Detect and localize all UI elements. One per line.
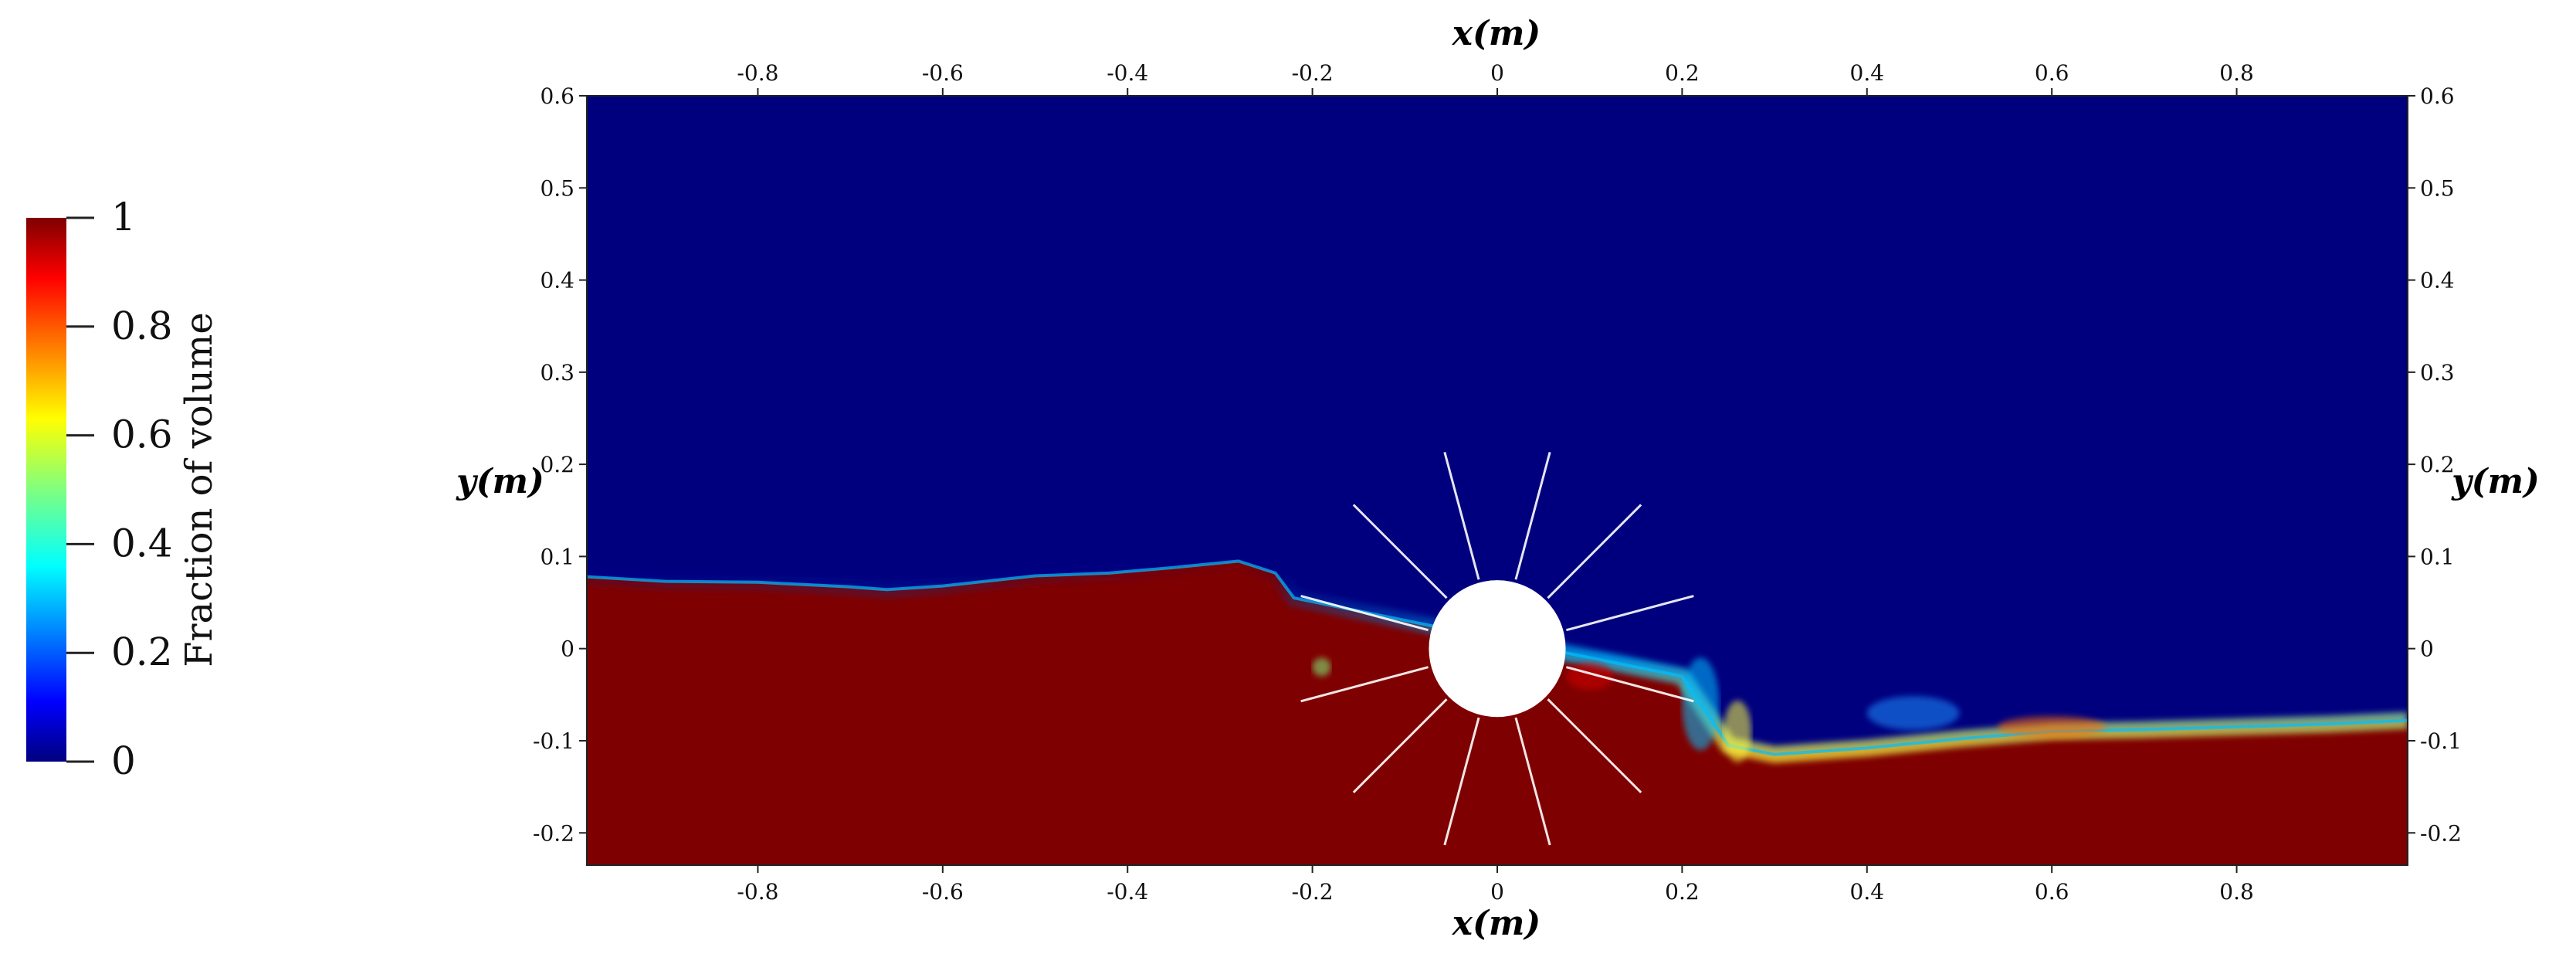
colorbar: 0 0.2 0.4 0.6 0.8 1 Fraction of volume bbox=[26, 195, 221, 783]
colorbar-tick-label: 0.8 bbox=[111, 304, 173, 348]
y-axis-title-right: y(m) bbox=[2451, 462, 2540, 501]
overset-spoke bbox=[1547, 504, 1642, 599]
y-tick-label: 0.4 bbox=[2420, 268, 2455, 294]
y-tick-label: 0 bbox=[2420, 636, 2434, 662]
overset-spoke bbox=[1566, 595, 1694, 632]
colorbar-tick-label: 1 bbox=[111, 195, 136, 239]
wake-blob bbox=[1998, 716, 2107, 738]
overset-grid-boundary bbox=[1300, 451, 1694, 846]
wake-blob bbox=[1312, 657, 1331, 677]
x-tick-label: 0 bbox=[1490, 879, 1504, 905]
x-tick-label: 0 bbox=[1490, 60, 1504, 86]
x-axis-title-top: x(m) bbox=[1452, 14, 1541, 53]
x-axis-top: -0.8 -0.6 -0.4 -0.2 0 0.2 0.4 0.6 0.8 bbox=[737, 60, 2254, 96]
x-tick-label: -0.4 bbox=[1107, 879, 1148, 905]
wake-blob bbox=[1866, 696, 1960, 731]
overset-spoke bbox=[1514, 717, 1551, 846]
wake-mixing-region bbox=[1312, 657, 2107, 763]
y-tick-label: -0.1 bbox=[533, 728, 575, 754]
overset-spoke bbox=[1300, 666, 1429, 703]
overset-spoke bbox=[1352, 698, 1448, 793]
colorbar-tick-label: 0.4 bbox=[111, 521, 173, 565]
colorbar-gradient bbox=[26, 218, 66, 762]
x-axis-bottom: -0.8 -0.6 -0.4 -0.2 0 0.2 0.4 0.6 0.8 bbox=[737, 865, 2254, 905]
overset-spoke bbox=[1547, 698, 1642, 793]
y-tick-label: 0.6 bbox=[2420, 83, 2455, 109]
overset-spoke bbox=[1300, 595, 1429, 632]
wake-blob bbox=[1566, 662, 1613, 691]
x-tick-label: -0.2 bbox=[1292, 879, 1334, 905]
y-tick-label: 0.6 bbox=[540, 83, 575, 109]
overset-spoke bbox=[1514, 451, 1551, 580]
x-tick-label: -0.6 bbox=[922, 60, 964, 86]
x-tick-label: 0.8 bbox=[2219, 879, 2254, 905]
colorbar-title: Fraction of volume bbox=[178, 312, 221, 667]
x-tick-label: 0.4 bbox=[1850, 879, 1885, 905]
y-tick-label: 0 bbox=[561, 636, 575, 662]
y-tick-label: 0.2 bbox=[540, 452, 575, 477]
y-axis-right: -0.2 -0.1 0 0.1 0.2 0.3 0.4 0.5 0.6 bbox=[2408, 83, 2462, 846]
y-tick-label: 0.2 bbox=[2420, 452, 2455, 477]
y-tick-label: 0.3 bbox=[540, 360, 575, 385]
y-tick-label: -0.1 bbox=[2420, 728, 2462, 754]
y-tick-label: 0.4 bbox=[540, 268, 575, 294]
x-tick-label: -0.6 bbox=[922, 879, 964, 905]
y-tick-label: 0.3 bbox=[2420, 360, 2455, 385]
y-tick-label: 0.5 bbox=[2420, 175, 2455, 201]
overset-spoke bbox=[1352, 504, 1448, 599]
x-axis-title-bottom: x(m) bbox=[1452, 904, 1541, 943]
x-tick-label: 0.2 bbox=[1665, 60, 1700, 86]
overset-spoke bbox=[1566, 666, 1694, 703]
x-tick-label: -0.8 bbox=[737, 60, 778, 86]
colorbar-tick-label: 0 bbox=[111, 738, 136, 783]
plot-area bbox=[586, 95, 2408, 866]
x-tick-label: 0.4 bbox=[1850, 60, 1885, 86]
y-axis-title-left: y(m) bbox=[456, 462, 544, 501]
x-tick-label: 0.2 bbox=[1665, 879, 1700, 905]
wake-blob bbox=[1682, 657, 1720, 751]
y-tick-label: 0.1 bbox=[540, 544, 575, 569]
overset-spoke bbox=[1443, 717, 1480, 846]
y-tick-label: -0.2 bbox=[2420, 820, 2462, 846]
cylinder bbox=[1429, 580, 1566, 718]
wake-blob bbox=[1724, 701, 1752, 763]
y-tick-label: -0.2 bbox=[533, 820, 575, 846]
x-tick-label: -0.8 bbox=[737, 879, 778, 905]
x-tick-label: 0.6 bbox=[2035, 879, 2069, 905]
colorbar-tick-label: 0.6 bbox=[111, 412, 173, 457]
colorbar-tick-label: 0.2 bbox=[111, 630, 173, 674]
y-tick-label: 0.1 bbox=[2420, 544, 2455, 569]
colorbar-ticks: 0 0.2 0.4 0.6 0.8 1 bbox=[66, 195, 173, 783]
y-tick-label: 0.5 bbox=[540, 175, 575, 201]
x-tick-label: 0.8 bbox=[2219, 60, 2254, 86]
x-tick-label: -0.4 bbox=[1107, 60, 1148, 86]
overset-spoke bbox=[1443, 451, 1480, 580]
y-axis-left: -0.2 -0.1 0 0.1 0.2 0.3 0.4 0.5 0.6 bbox=[533, 83, 587, 846]
x-tick-label: 0.6 bbox=[2035, 60, 2069, 86]
x-tick-label: -0.2 bbox=[1292, 60, 1334, 86]
